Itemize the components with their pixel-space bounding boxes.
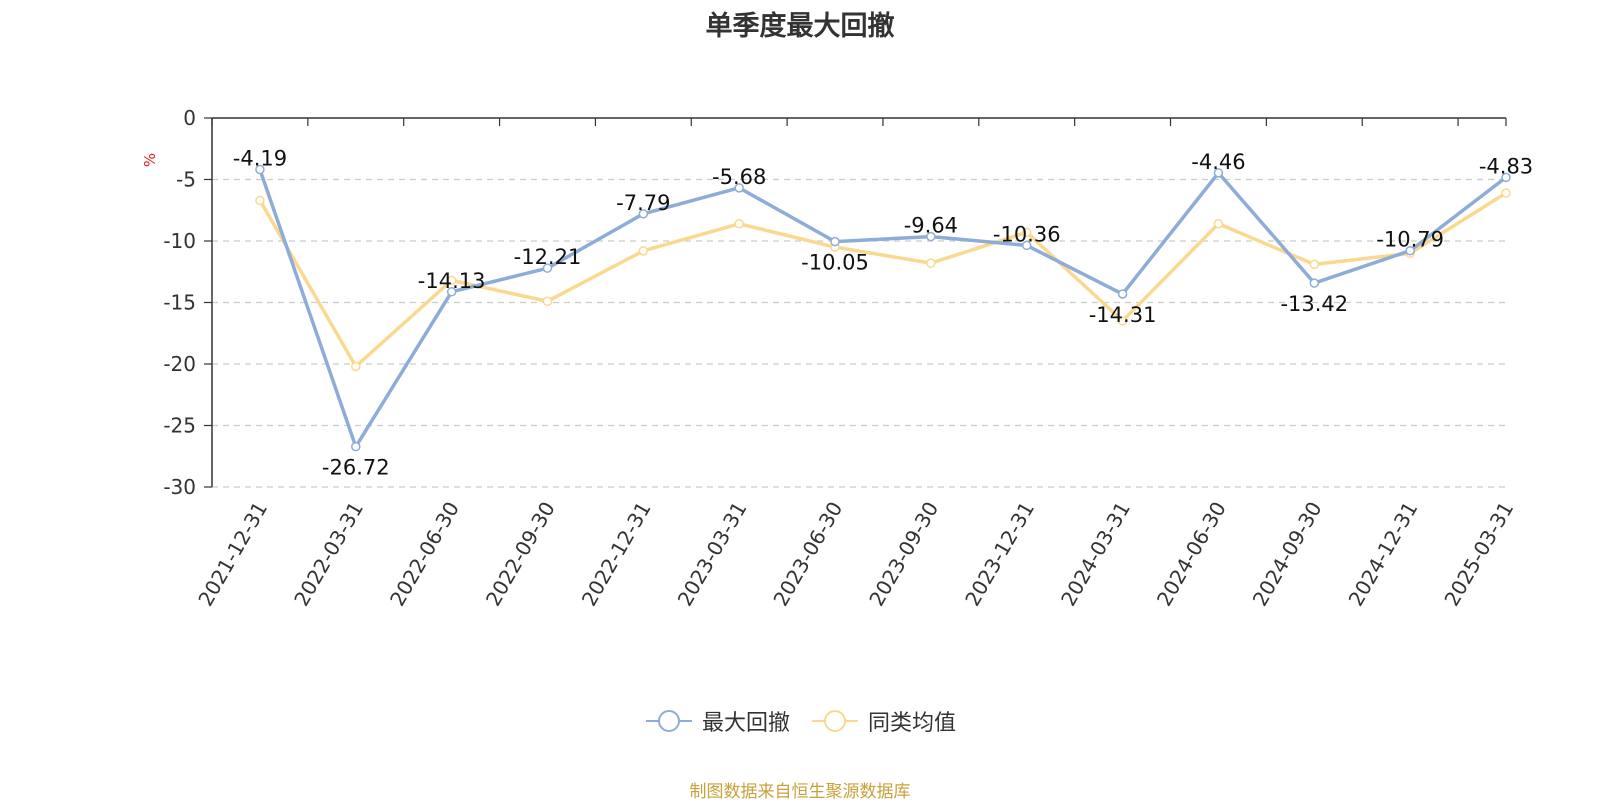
- chart-title: 单季度最大回撤: [705, 11, 895, 42]
- data-point-max-drawdown: [542, 263, 553, 273]
- y-tick-label: -25: [163, 414, 196, 438]
- x-tick-label: 2022-06-30: [385, 498, 464, 611]
- x-tick-label: 2025-03-31: [1439, 498, 1518, 611]
- data-point-peer-average: [926, 258, 936, 268]
- data-label-max-drawdown: -10.36: [993, 222, 1061, 246]
- data-label-max-drawdown: -10.05: [801, 251, 869, 275]
- legend: 最大回撤 同类均值: [0, 705, 1600, 737]
- data-point-max-drawdown: [1405, 245, 1415, 256]
- series-line-max-drawdown: [258, 168, 1508, 449]
- data-label-max-drawdown: -4.19: [233, 147, 287, 171]
- y-tick-label: -20: [163, 352, 196, 376]
- data-point-max-drawdown: [351, 441, 361, 452]
- source-note: 制图数据来自恒生聚源数据库: [689, 782, 911, 802]
- data-point-peer-average: [1213, 219, 1224, 229]
- data-point-max-drawdown: [446, 287, 457, 297]
- data-label-max-drawdown: -26.72: [322, 456, 390, 480]
- legend-marker-peer-average: [812, 710, 858, 732]
- y-tick-label: -10: [163, 229, 196, 253]
- data-point-max-drawdown: [830, 236, 840, 247]
- data-label-max-drawdown: -4.46: [1191, 150, 1245, 174]
- legend-item-peer-average[interactable]: 同类均值: [810, 705, 956, 737]
- data-point-max-drawdown: [926, 231, 936, 242]
- data-point-peer-average: [446, 275, 457, 286]
- y-tick-label: 0: [183, 106, 196, 130]
- legend-marker-max-drawdown: [645, 710, 692, 732]
- data-point-peer-average: [1021, 227, 1032, 238]
- data-point-peer-average: [638, 246, 649, 256]
- x-tick-label: 2022-03-31: [289, 498, 368, 611]
- data-point-peer-average: [1117, 316, 1128, 326]
- data-point-max-drawdown: [1309, 278, 1320, 288]
- data-point-peer-average: [542, 296, 553, 307]
- x-tick-label: 2024-09-30: [1248, 498, 1327, 611]
- data-point-max-drawdown: [638, 209, 649, 219]
- x-tick-label: 2024-06-30: [1152, 498, 1231, 611]
- x-tick-label: 2023-06-30: [768, 498, 847, 611]
- data-label-max-drawdown: -13.42: [1280, 292, 1348, 316]
- data-label-max-drawdown: -14.31: [1089, 303, 1157, 327]
- data-point-max-drawdown: [1501, 172, 1511, 183]
- legend-label-max-drawdown: 最大回撤: [701, 711, 790, 736]
- x-tick-label: 2023-09-30: [864, 498, 943, 611]
- data-point-peer-average: [1501, 188, 1511, 198]
- data-label-max-drawdown: -7.79: [616, 191, 670, 215]
- data-point-max-drawdown: [255, 164, 265, 175]
- data-point-max-drawdown: [1117, 289, 1128, 299]
- data-point-max-drawdown: [1213, 168, 1224, 178]
- x-tick-label: 2023-03-31: [673, 498, 752, 611]
- data-point-max-drawdown: [734, 183, 744, 193]
- data-point-peer-average: [351, 361, 361, 372]
- data-point-peer-average: [1309, 259, 1320, 270]
- y-tick-label: -15: [163, 291, 196, 315]
- data-point-peer-average: [255, 195, 265, 206]
- data-label-max-drawdown: -9.64: [904, 214, 958, 238]
- data-point-peer-average: [734, 219, 744, 229]
- y-axis-label: %: [141, 153, 159, 167]
- line-chart: 0-5-10-15-20-25-30%2021-12-31 2022-03-31 2…: [141, 106, 1533, 611]
- data-label-max-drawdown: -12.21: [514, 245, 582, 269]
- x-tick-label: 2021-12-31: [193, 498, 272, 611]
- x-tick-label: 2022-09-30: [481, 498, 560, 611]
- data-label-max-drawdown: -5.68: [712, 165, 766, 189]
- legend-label-peer-average: 同类均值: [868, 711, 957, 736]
- x-tick-label: 2022-12-31: [577, 498, 656, 611]
- data-label-max-drawdown: -4.83: [1479, 154, 1533, 178]
- data-label-max-drawdown: -10.79: [1376, 228, 1444, 252]
- x-tick-label: 2024-12-31: [1344, 498, 1423, 611]
- data-point-max-drawdown: [1021, 240, 1032, 251]
- series-line-peer-average: [258, 191, 1507, 369]
- legend-item-max-drawdown[interactable]: 最大回撤: [644, 705, 790, 737]
- y-tick-label: -5: [176, 168, 196, 192]
- y-tick-label: -30: [163, 475, 196, 499]
- data-label-max-drawdown: -14.13: [418, 269, 486, 293]
- x-tick-label: 2024-03-31: [1056, 498, 1135, 611]
- x-tick-label: 2023-12-31: [960, 498, 1039, 611]
